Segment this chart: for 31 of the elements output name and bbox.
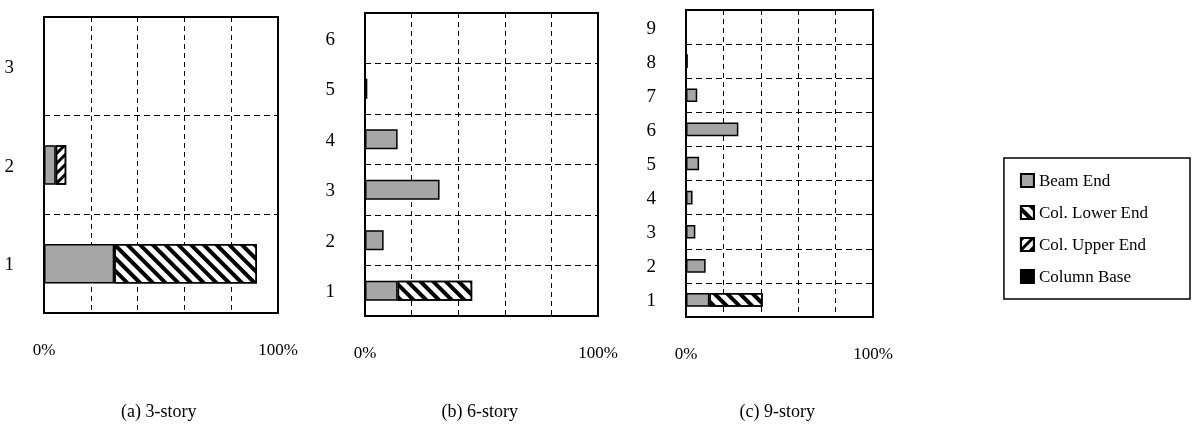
y-tick-label: 3 <box>325 179 335 201</box>
text: (a) 3-story <box>121 401 197 422</box>
y-tick-label: 2 <box>646 255 656 277</box>
legend-label: Col. Lower End <box>1038 203 1149 222</box>
y-tick-label: 5 <box>646 153 656 174</box>
y-tick-label: 3 <box>4 55 14 77</box>
y-tick-label: 3 <box>646 221 656 243</box>
y-tick-label: 2 <box>4 154 14 176</box>
x-tick-label: 0% <box>32 340 56 359</box>
x-tick-label: 100% <box>258 340 298 359</box>
y-tick-label: 4 <box>646 187 657 209</box>
y-tick-label: 1 <box>4 253 14 275</box>
x-tick-label: 0% <box>353 343 377 362</box>
y-tick-label: 4 <box>325 128 336 150</box>
legend-label: Beam End <box>1038 171 1111 190</box>
legend-label: Col. Upper End <box>1038 235 1147 254</box>
x-tick-label: 0% <box>674 344 698 363</box>
y-tick-label: 7 <box>646 84 656 106</box>
y-tick-label: 6 <box>646 118 656 140</box>
y-tick-label: 1 <box>325 280 335 302</box>
y-tick-label: 5 <box>325 78 335 100</box>
x-tick-label: 100% <box>853 344 893 363</box>
text: (c) 9-story <box>739 401 815 422</box>
y-tick-label: 9 <box>646 16 656 38</box>
text: (b) 6-story <box>441 401 518 422</box>
y-tick-label: 2 <box>325 229 335 251</box>
x-tick-label: 100% <box>578 343 618 362</box>
y-tick-label: 6 <box>325 27 335 49</box>
y-tick-label: 8 <box>646 50 656 72</box>
y-tick-label: 1 <box>646 289 656 311</box>
legend-label: Column Base <box>1038 267 1132 286</box>
